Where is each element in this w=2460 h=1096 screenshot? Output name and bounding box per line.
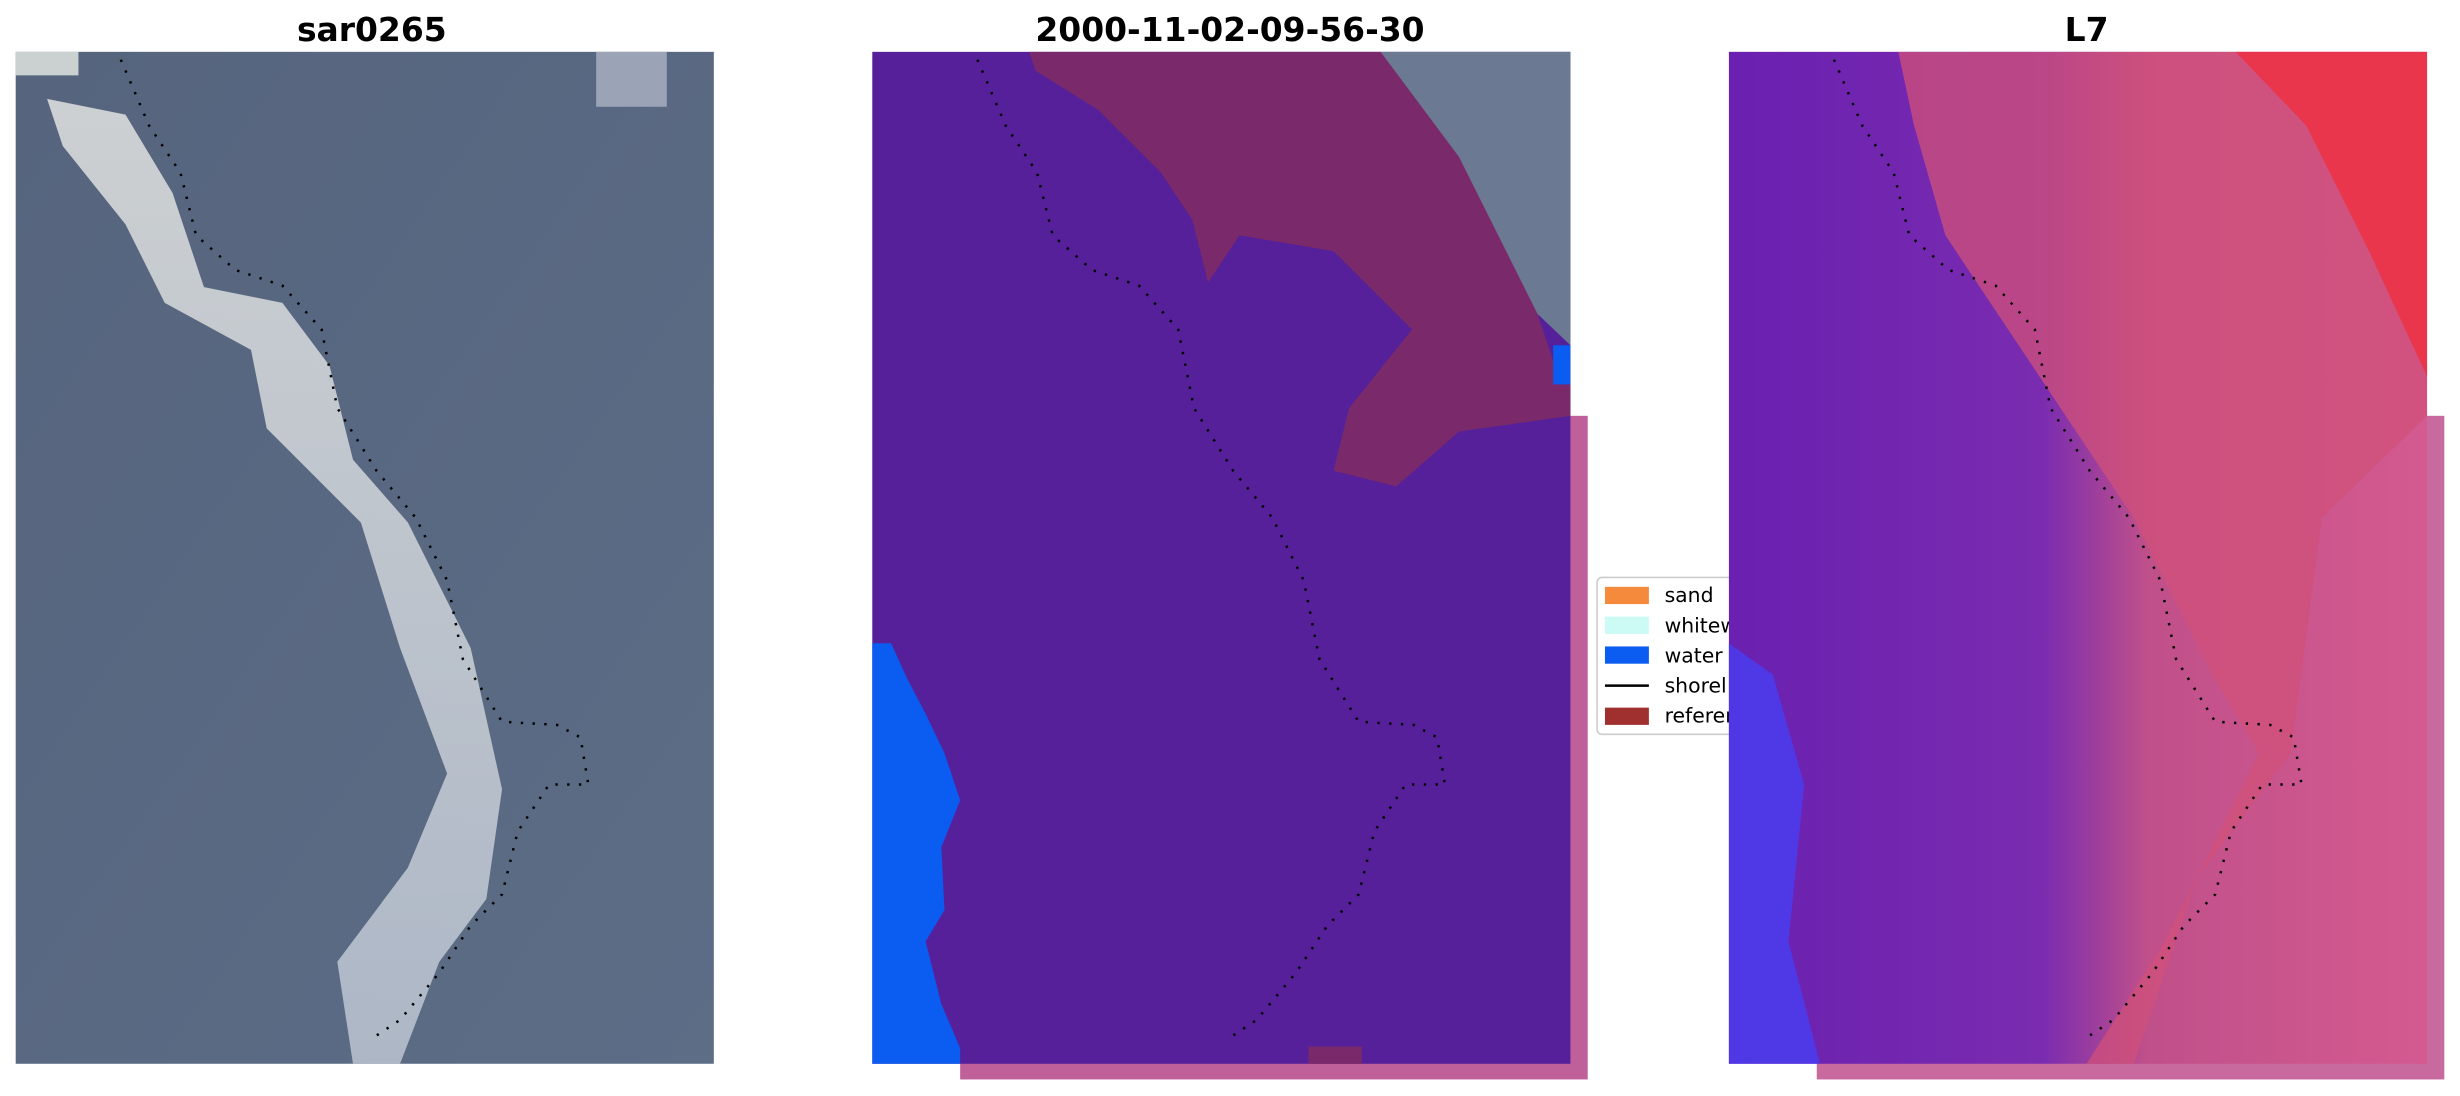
panel-classification: [872, 51, 1588, 1080]
legend-label: water: [1665, 643, 1724, 667]
legend-label: sand: [1665, 583, 1714, 607]
panel-composite: [1728, 51, 2445, 1080]
panel-title: L7: [2065, 10, 2109, 49]
panel-image: [15, 51, 714, 1064]
panel-title: sar0265: [297, 10, 447, 49]
legend-label: shorel: [1665, 674, 1727, 698]
panel-title: 2000-11-02-09-56-30: [1035, 10, 1424, 49]
legend-label: whitew: [1665, 613, 1737, 637]
legend-label: referen: [1665, 704, 1739, 728]
